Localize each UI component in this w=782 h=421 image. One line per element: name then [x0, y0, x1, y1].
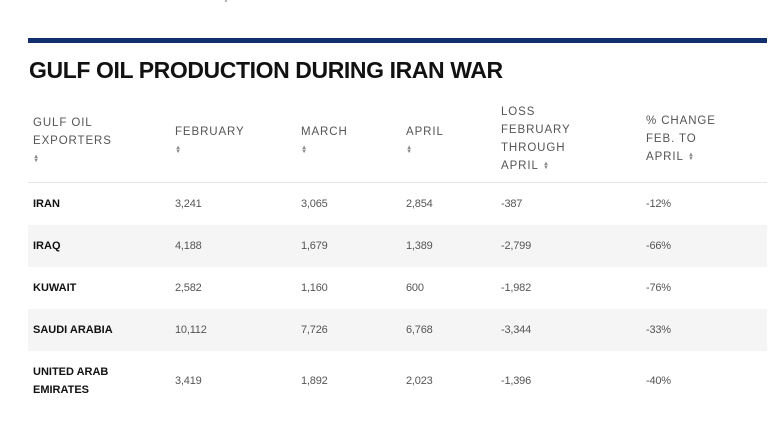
cell-february: 3,419: [175, 374, 202, 387]
column-header-change[interactable]: % CHANGE FEB. TO APRIL ▲ ▼: [641, 96, 767, 183]
cell-loss: -1,396: [501, 374, 531, 387]
column-header-label: EXPORTERS: [33, 135, 112, 147]
cell-country: KUWAIT: [33, 281, 77, 294]
table-row: IRAN 3,241 3,065 2,854 -387 -12%: [28, 183, 767, 225]
cell-march: 1,160: [301, 281, 328, 294]
cell-country: UNITED ARAB EMIRATES: [28, 351, 170, 411]
sort-control: ▲ ▼: [175, 141, 296, 155]
column-header-label: FEBRUARY: [175, 126, 245, 138]
cropped-text-fragment: [222, 0, 228, 2]
cell-february: 2,582: [175, 281, 202, 294]
column-header-exporters[interactable]: GULF OIL EXPORTERS ▲ ▼: [28, 96, 170, 183]
column-header-label: MARCH: [301, 126, 348, 138]
cell-april: 2,854: [406, 197, 433, 210]
column-header-march[interactable]: MARCH ▲ ▼: [296, 96, 401, 183]
table-row: KUWAIT 2,582 1,160 600 -1,982 -76%: [28, 267, 767, 309]
column-header-label: FEB. TO: [646, 133, 697, 145]
country-name-line: EMIRATES: [33, 383, 90, 396]
cell-loss: -1,982: [501, 281, 531, 294]
cell-april: 2,023: [406, 374, 433, 387]
sort-control: ▲ ▼: [406, 141, 496, 155]
sort-arrows-icon[interactable]: ▲ ▼: [687, 151, 695, 162]
cell-change: -76%: [646, 281, 671, 294]
cell-country: IRAN: [33, 197, 60, 210]
cell-change: -40%: [646, 374, 671, 387]
cell-march: 7,726: [301, 323, 328, 336]
sort-control: ▲ ▼: [301, 141, 401, 155]
table-row: IRAQ 4,188 1,679 1,389 -2,799 -66%: [28, 224, 767, 267]
header-row: GULF OIL EXPORTERS ▲ ▼ FEBRUARY ▲ ▼ MARCH ▲ ▼ APRI…: [28, 96, 767, 183]
column-header-label: FEBRUARY: [501, 124, 571, 136]
column-header-april[interactable]: APRIL ▲ ▼: [401, 96, 496, 183]
column-header-label: GULF OIL: [33, 117, 93, 129]
sort-arrows-icon[interactable]: ▲ ▼: [406, 144, 413, 155]
column-header-label: % CHANGE: [646, 115, 716, 127]
cell-february: 4,188: [175, 239, 202, 252]
cell-change: -66%: [646, 239, 671, 252]
column-header-label: APRIL: [501, 160, 539, 172]
cell-february: 3,241: [175, 197, 202, 210]
cell-april: 6,768: [406, 323, 433, 336]
oil-production-table: GULF OIL EXPORTERS ▲ ▼ FEBRUARY ▲ ▼ MARCH ▲ ▼ APRI…: [28, 96, 767, 411]
cell-change: -33%: [646, 323, 671, 336]
column-header-label: THROUGH: [501, 142, 566, 154]
sort-arrows-icon[interactable]: ▲ ▼: [175, 144, 182, 155]
column-header-label: LOSS: [501, 106, 536, 118]
cell-april: 600: [406, 281, 424, 294]
table-header: GULF OIL EXPORTERS ▲ ▼ FEBRUARY ▲ ▼ MARCH ▲ ▼ APRI…: [28, 96, 767, 183]
header-rule: [28, 38, 767, 43]
cell-loss: -387: [501, 197, 523, 210]
cell-march: 1,679: [301, 239, 328, 252]
sort-control: ▲ ▼: [33, 150, 170, 164]
cell-march: 3,065: [301, 197, 328, 210]
sort-arrows-icon[interactable]: ▲ ▼: [33, 153, 40, 164]
cell-march: 1,892: [301, 374, 328, 387]
table-row: SAUDI ARABIA 10,112 7,726 6,768 -3,344 -33%: [28, 308, 767, 351]
cell-change: -12%: [646, 197, 671, 210]
cell-april: 1,389: [406, 239, 433, 252]
table-row: UNITED ARAB EMIRATES 3,419 1,892 2,023 -1,396…: [28, 351, 767, 411]
cell-loss: -2,799: [501, 239, 531, 252]
country-name-line: UNITED ARAB: [33, 365, 109, 378]
table-body: IRAN 3,241 3,065 2,854 -387 -12% IRAQ 4,188 1,67…: [28, 183, 767, 411]
page-title: GULF OIL PRODUCTION DURING IRAN WAR: [29, 57, 503, 83]
column-header-label: APRIL: [646, 151, 684, 163]
cell-loss: -3,344: [501, 323, 531, 336]
column-header-loss[interactable]: LOSS FEBRUARY THROUGH APRIL ▲ ▼: [496, 96, 641, 183]
column-header-february[interactable]: FEBRUARY ▲ ▼: [170, 96, 296, 183]
cell-february: 10,112: [175, 323, 207, 336]
column-header-label: APRIL: [406, 126, 444, 138]
cell-country: SAUDI ARABIA: [33, 323, 113, 336]
sort-arrows-icon[interactable]: ▲ ▼: [301, 144, 308, 155]
cell-country: IRAQ: [33, 239, 61, 252]
sort-arrows-icon[interactable]: ▲ ▼: [542, 160, 550, 171]
